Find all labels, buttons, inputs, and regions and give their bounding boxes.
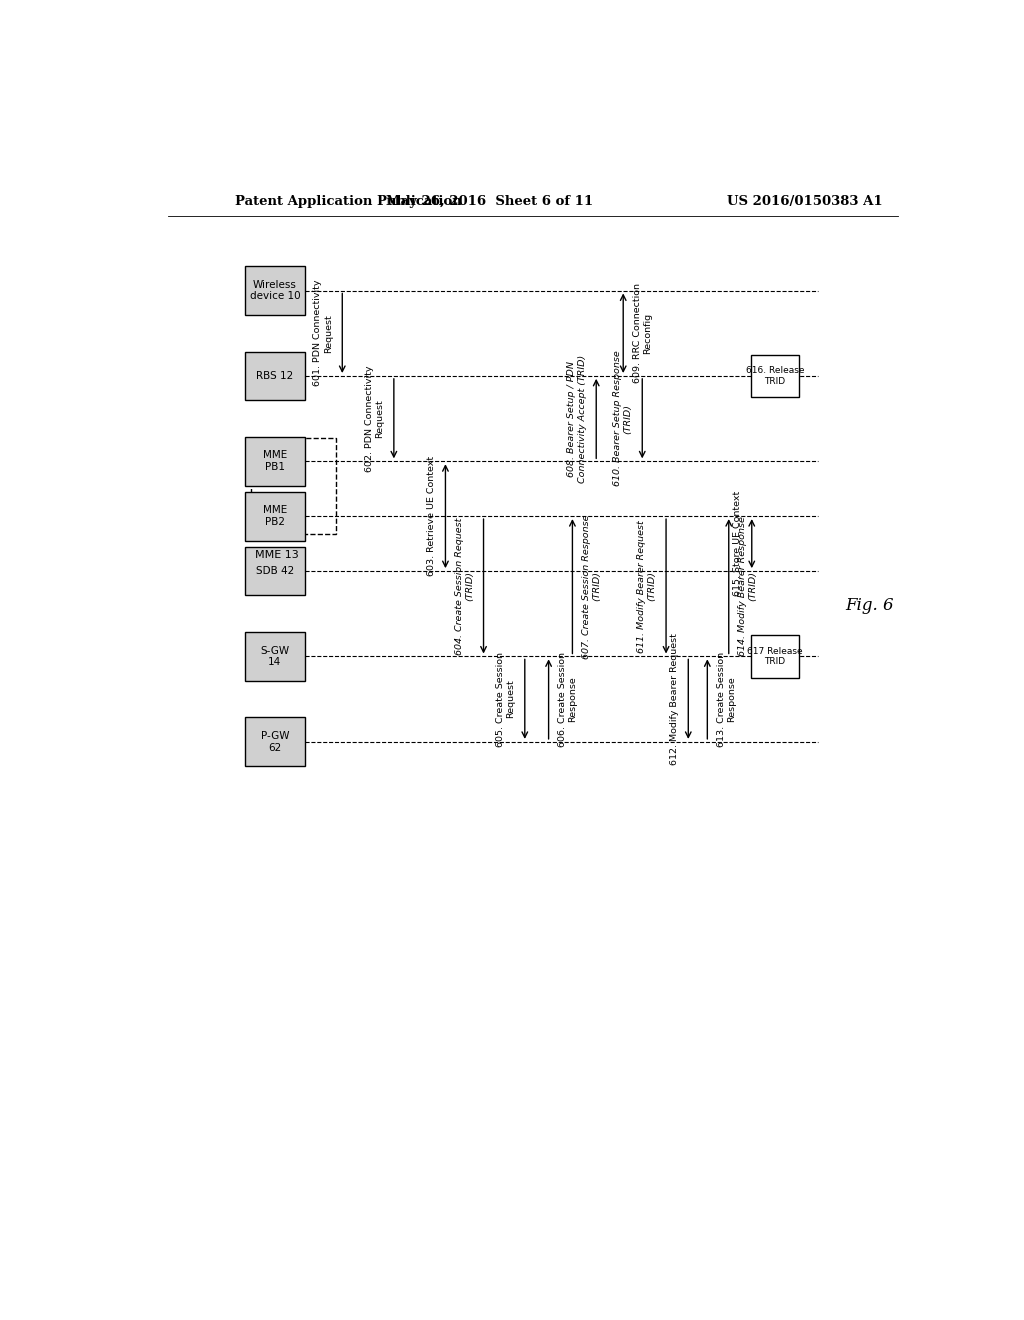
- Bar: [245, 546, 304, 595]
- Bar: [245, 492, 304, 541]
- Text: 614. Modify Bearer Response
(TRID): 614. Modify Bearer Response (TRID): [738, 516, 758, 656]
- Text: US 2016/0150383 A1: US 2016/0150383 A1: [727, 194, 883, 207]
- Bar: [245, 437, 304, 486]
- Text: 613. Create Session
Response: 613. Create Session Response: [717, 652, 736, 747]
- Text: 616. Release
TRID: 616. Release TRID: [745, 366, 804, 385]
- Text: 606. Create Session
Response: 606. Create Session Response: [558, 652, 578, 747]
- Text: Patent Application Publication: Patent Application Publication: [236, 194, 462, 207]
- Text: Fig. 6: Fig. 6: [846, 597, 894, 614]
- Bar: [251, 438, 336, 535]
- Text: 601. PDN Connectivity
Request: 601. PDN Connectivity Request: [313, 280, 333, 387]
- Bar: [245, 267, 304, 315]
- Text: 617 Release
TRID: 617 Release TRID: [746, 647, 803, 667]
- Text: P-GW
62: P-GW 62: [260, 731, 289, 752]
- Bar: [751, 635, 799, 677]
- Text: 612. Modify Bearer Request: 612. Modify Bearer Request: [670, 634, 679, 766]
- Text: Wireless
device 10: Wireless device 10: [250, 280, 300, 301]
- Bar: [245, 632, 304, 681]
- Text: 605. Create Session
Request: 605. Create Session Request: [496, 652, 515, 747]
- Text: 603. Retrieve UE Context: 603. Retrieve UE Context: [427, 457, 436, 577]
- Text: 610. Bearer Setup Response
(TRID): 610. Bearer Setup Response (TRID): [613, 351, 633, 487]
- Text: 611. Modify Bearer Request
(TRID): 611. Modify Bearer Request (TRID): [637, 520, 656, 652]
- Text: SDB 42: SDB 42: [256, 566, 294, 576]
- Bar: [245, 718, 304, 766]
- Text: MME 13: MME 13: [255, 549, 299, 560]
- Text: 607. Create Session Response
(TRID): 607. Create Session Response (TRID): [582, 513, 601, 659]
- Text: RBS 12: RBS 12: [256, 371, 294, 381]
- Text: 608. Bearer Setup / PDN
Connectivity Accept (TRID): 608. Bearer Setup / PDN Connectivity Acc…: [567, 355, 587, 483]
- Text: 609. RRC Connection
Reconfig: 609. RRC Connection Reconfig: [633, 284, 652, 383]
- Text: 604. Create Session Request
(TRID): 604. Create Session Request (TRID): [455, 517, 474, 655]
- Text: MME
PB2: MME PB2: [263, 506, 287, 527]
- Text: MME
PB1: MME PB1: [263, 450, 287, 473]
- Text: S-GW
14: S-GW 14: [260, 645, 290, 667]
- Text: 615. Store UE Context: 615. Store UE Context: [733, 491, 742, 597]
- Text: May 26, 2016  Sheet 6 of 11: May 26, 2016 Sheet 6 of 11: [385, 194, 593, 207]
- Bar: [245, 351, 304, 400]
- Text: 602. PDN Connectivity
Request: 602. PDN Connectivity Request: [365, 366, 384, 471]
- Bar: [751, 355, 799, 397]
